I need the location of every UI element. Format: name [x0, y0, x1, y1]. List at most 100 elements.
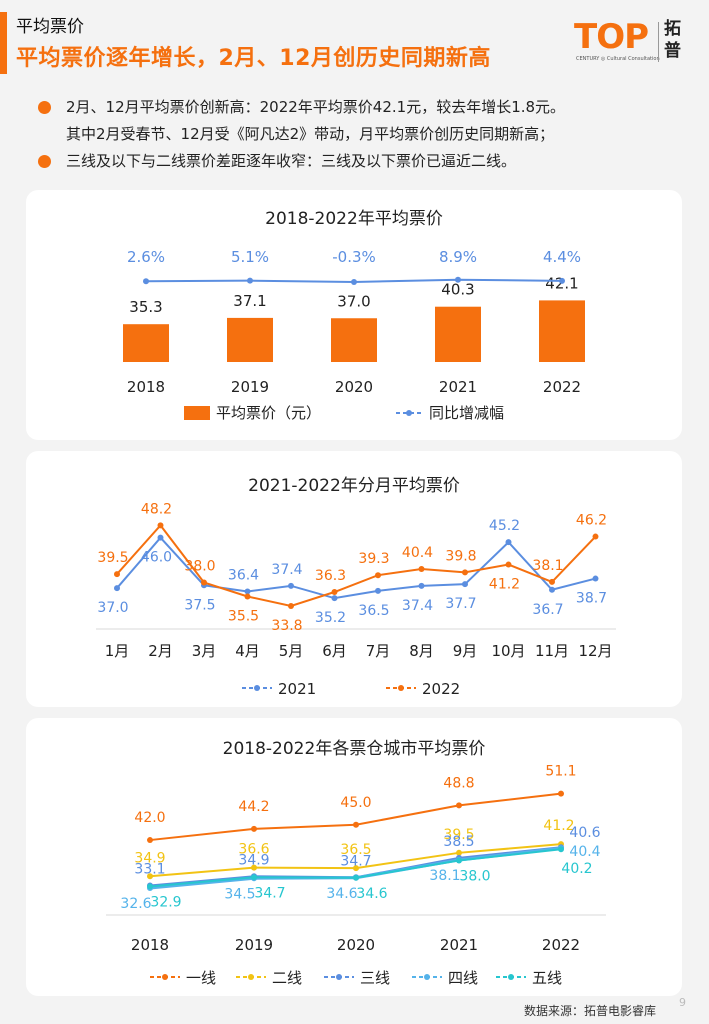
data-label: 45.2 [489, 518, 520, 534]
bar-2022 [539, 300, 585, 362]
city-tier-price-card: 2018-2022年各票仓城市平均票价 42.0 44.2 45.0 48.8 51.1 3… [26, 718, 682, 996]
series-point [147, 873, 153, 880]
series-point [456, 849, 462, 856]
data-label: 33.8 [271, 618, 302, 634]
x-tick-label: 4月 [235, 642, 260, 660]
x-tick-label: 1月 [105, 642, 130, 660]
yoy-value-label: 4.4% [543, 248, 581, 266]
yoy-value-label: 8.9% [439, 248, 477, 266]
data-label: 34.6 [326, 886, 357, 902]
x-tick-label: 2020 [337, 936, 375, 954]
series-point [353, 874, 359, 881]
x-tick-label: 2018 [127, 378, 165, 396]
data-label: 46.0 [141, 550, 172, 566]
legend-line-dot [336, 974, 342, 980]
logo-subtitle: CENTURY ◎ Cultural Consultation [576, 56, 660, 62]
bar-value-label: 35.3 [129, 298, 162, 316]
series-point [462, 569, 468, 576]
x-tick-label: 11月 [535, 642, 569, 660]
data-label: 34.6 [356, 886, 387, 902]
series-point [375, 587, 381, 594]
data-label: 35.2 [315, 610, 346, 626]
data-label: 34.5 [224, 886, 255, 902]
data-label: 36.5 [340, 842, 371, 858]
data-label: 48.2 [141, 501, 172, 517]
series-point [288, 603, 294, 609]
x-tick-label: 12月 [578, 642, 612, 660]
legend-line-dot [398, 685, 404, 691]
series-point [592, 533, 599, 540]
yoy-point [143, 278, 149, 285]
data-label: 40.6 [569, 825, 600, 841]
series-point [288, 582, 294, 589]
bullet-text: 2月、12月平均票价创新高：2022年平均票价42.1元，较去年增长1.8元。 [66, 98, 566, 116]
yoy-value-label: -0.3% [332, 248, 376, 266]
yoy-point [351, 279, 357, 285]
bar-2021 [435, 306, 481, 362]
series-point [353, 865, 359, 872]
yoy-point [559, 277, 565, 284]
data-label: 36.5 [358, 603, 389, 619]
x-tick-label: 6月 [322, 642, 347, 660]
data-label: 38.1 [532, 558, 563, 574]
city-tier-price-chart: 2018-2022年各票仓城市平均票价 42.0 44.2 45.0 48.8 51.1 3… [106, 739, 606, 987]
series-point [549, 578, 555, 585]
series-point [331, 589, 338, 595]
bar-value-label: 37.1 [233, 292, 266, 310]
data-label: 38.5 [443, 834, 474, 850]
data-label: 37.7 [445, 596, 476, 612]
data-label: 38.0 [459, 868, 490, 884]
chart-title: 2018-2022年各票仓城市平均票价 [223, 739, 486, 759]
series-point [244, 588, 251, 595]
page-headline: 平均票价逐年增长，2月、12月创历史同期新高 [16, 46, 491, 71]
data-label: 36.7 [532, 602, 563, 618]
data-label: 38.7 [576, 591, 607, 607]
series-point [244, 593, 251, 600]
bullet-dot-icon [38, 101, 51, 114]
legend-line-dot [162, 974, 168, 980]
logo-chinese: 拓普 [664, 19, 681, 61]
data-label: 32.6 [120, 896, 151, 912]
summary-bullets: 2月、12月平均票价创新高：2022年平均票价42.1元，较去年增长1.8元。 … [38, 94, 698, 175]
series-point [201, 579, 207, 586]
series-point [505, 561, 512, 568]
series-point [251, 825, 257, 832]
data-source: 数据来源：拓普电影睿库 [524, 1004, 657, 1018]
bar-2018 [123, 324, 169, 362]
data-label: 46.2 [576, 513, 607, 529]
data-label: 39.5 [97, 550, 128, 566]
legend-bar-swatch [184, 406, 210, 420]
data-label: 36.3 [315, 568, 346, 584]
page-number: 9 [679, 996, 686, 1009]
monthly-price-card: 2021-2022年分月平均票价 37.0 46.0 37.5 36.4 37.4 35.2… [26, 451, 682, 707]
series-point [331, 595, 338, 602]
legend-label: 同比增减幅 [429, 404, 504, 422]
chart-title: 2021-2022年分月平均票价 [248, 476, 460, 496]
series-point [251, 874, 257, 881]
series-point [462, 581, 468, 588]
series-point [418, 566, 425, 573]
legend-line-dot [406, 410, 412, 416]
x-tick-label: 2月 [148, 642, 173, 660]
x-tick-label: 9月 [453, 642, 478, 660]
data-label: 39.5 [443, 827, 474, 843]
data-label: 38.0 [184, 558, 215, 574]
series-point [375, 572, 381, 579]
data-label: 39.8 [445, 548, 476, 564]
series-point [418, 582, 425, 589]
x-tick-label: 2020 [335, 378, 373, 396]
bullet-text: 三线及以下与二线票价差距逐年收窄：三线及以下票价已逼近二线。 [66, 152, 517, 170]
yoy-point [455, 276, 461, 283]
data-label: 34.9 [134, 850, 165, 866]
data-label: 34.7 [340, 853, 371, 869]
series-point [157, 522, 164, 529]
legend-label: 2022 [422, 680, 460, 698]
x-tick-label: 5月 [279, 642, 304, 660]
yoy-value-label: 2.6% [127, 248, 165, 266]
x-tick-label: 2019 [231, 378, 269, 396]
top-logo: TOP CENTURY ◎ Cultural Consultation 拓普 [574, 18, 702, 70]
legend-label: 五线 [532, 969, 562, 987]
monthly-price-chart: 2021-2022年分月平均票价 37.0 46.0 37.5 36.4 37.4 35.2… [96, 476, 616, 698]
series-line-2021 [116, 536, 596, 600]
data-label: 35.5 [228, 608, 259, 624]
